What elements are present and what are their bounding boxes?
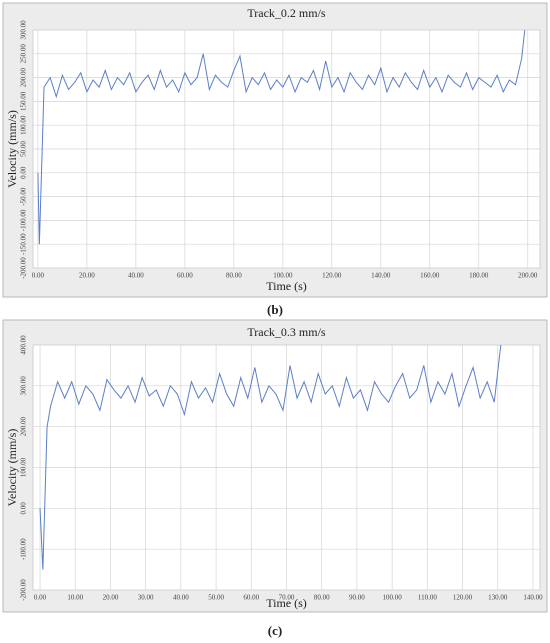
x-tick-label: 120.00 xyxy=(322,272,342,280)
x-tick-label: 20.00 xyxy=(103,594,119,602)
y-tick-label: -200.00 xyxy=(20,257,28,279)
x-tick-label: 0.00 xyxy=(32,272,45,280)
y-tick-label: -200.00 xyxy=(20,579,28,601)
y-tick-label: 150.00 xyxy=(20,91,28,111)
x-tick-label: 40.00 xyxy=(173,594,189,602)
y-tick-label: 200.00 xyxy=(20,67,28,87)
x-tick-label: 140.00 xyxy=(523,594,543,602)
y-axis-label: Velocity (mm/s) xyxy=(5,110,19,188)
x-tick-label: 10.00 xyxy=(67,594,83,602)
y-tick-label: -50.00 xyxy=(20,187,28,206)
y-tick-label: 200.00 xyxy=(20,417,28,437)
x-tick-label: 140.00 xyxy=(371,272,391,280)
y-tick-label: -100.00 xyxy=(20,538,28,560)
x-tick-label: 160.00 xyxy=(420,272,440,280)
data-line xyxy=(37,30,526,245)
series xyxy=(39,345,502,570)
y-tick-label: 250.00 xyxy=(20,44,28,64)
x-tick-label: 130.00 xyxy=(488,594,508,602)
chart-title: Track_0.2 mm/s xyxy=(247,6,326,20)
y-tick-label: 50.00 xyxy=(20,141,28,157)
y-tick-label: 0.00 xyxy=(20,502,28,515)
x-tick-label: 80.00 xyxy=(314,594,330,602)
x-tick-label: 40.00 xyxy=(128,272,144,280)
x-tick-label: 110.00 xyxy=(418,594,437,602)
x-tick-label: 50.00 xyxy=(208,594,224,602)
data-line xyxy=(39,345,502,570)
x-tick-label: 60.00 xyxy=(177,272,193,280)
x-tick-label: 60.00 xyxy=(243,594,259,602)
caption: (c) xyxy=(268,623,282,638)
y-axis-label: Velocity (mm/s) xyxy=(5,429,19,507)
x-axis-label: Time (s) xyxy=(266,279,307,293)
y-tick-label: -150.00 xyxy=(20,233,28,255)
y-tick-label: 0.00 xyxy=(20,166,28,179)
series xyxy=(37,30,526,245)
x-tick-label: 70.00 xyxy=(279,594,295,602)
x-tick-label: 120.00 xyxy=(453,594,473,602)
x-tick-label: 20.00 xyxy=(79,272,95,280)
x-tick-label: 100.00 xyxy=(383,594,403,602)
y-tick-label: 400.00 xyxy=(20,335,28,355)
caption: (b) xyxy=(267,302,283,317)
y-tick-label: -100.00 xyxy=(20,209,28,231)
y-tick-label: 100.00 xyxy=(20,457,28,477)
y-tick-label: 100.00 xyxy=(20,115,28,135)
x-tick-label: 90.00 xyxy=(349,594,365,602)
x-tick-label: 0.00 xyxy=(34,594,47,602)
x-tick-label: 180.00 xyxy=(469,272,489,280)
x-tick-label: 100.00 xyxy=(273,272,293,280)
x-tick-label: 30.00 xyxy=(138,594,154,602)
x-tick-label: 80.00 xyxy=(226,272,242,280)
chart-title: Track_0.3 mm/s xyxy=(247,325,326,339)
x-axis-label: Time (s) xyxy=(266,596,307,610)
x-tick-label: 200.00 xyxy=(518,272,538,280)
y-tick-label: 300.00 xyxy=(20,376,28,396)
y-tick-label: 300.00 xyxy=(20,20,28,40)
